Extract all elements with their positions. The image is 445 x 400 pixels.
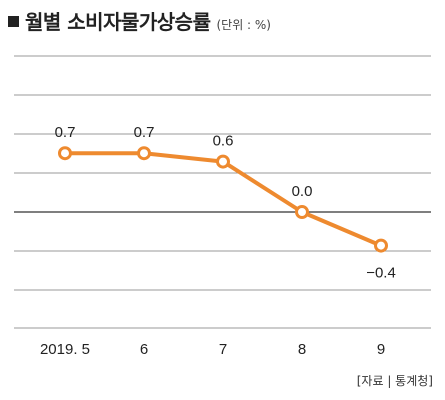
- data-label-0: 0.7: [55, 124, 76, 141]
- data-point-4: [374, 238, 388, 253]
- x-tick-label-0: 2019. 5: [40, 341, 90, 358]
- data-label-4: −0.4: [366, 265, 396, 282]
- chart-title-row: 월별 소비자물가상승률 (단위 : %): [8, 6, 271, 35]
- data-point-3: [295, 205, 309, 219]
- unit-label: (단위 : %): [216, 18, 271, 32]
- data-point-2: [216, 154, 230, 169]
- chart-title: 월별 소비자물가상승률: [25, 10, 211, 34]
- data-point-0: [58, 146, 72, 161]
- x-tick-label-3: 8: [298, 341, 306, 358]
- x-tick-label-1: 6: [140, 341, 148, 358]
- x-tick-label-2: 7: [219, 341, 227, 358]
- data-label-1: 0.7: [134, 124, 155, 141]
- data-point-1: [137, 146, 151, 161]
- data-label-2: 0.6: [213, 133, 234, 150]
- source-label: [자료 | 통계청]: [356, 374, 433, 388]
- x-tick-label-4: 9: [377, 341, 385, 358]
- title-square-icon: [8, 16, 19, 27]
- data-label-3: 0.0: [292, 183, 313, 200]
